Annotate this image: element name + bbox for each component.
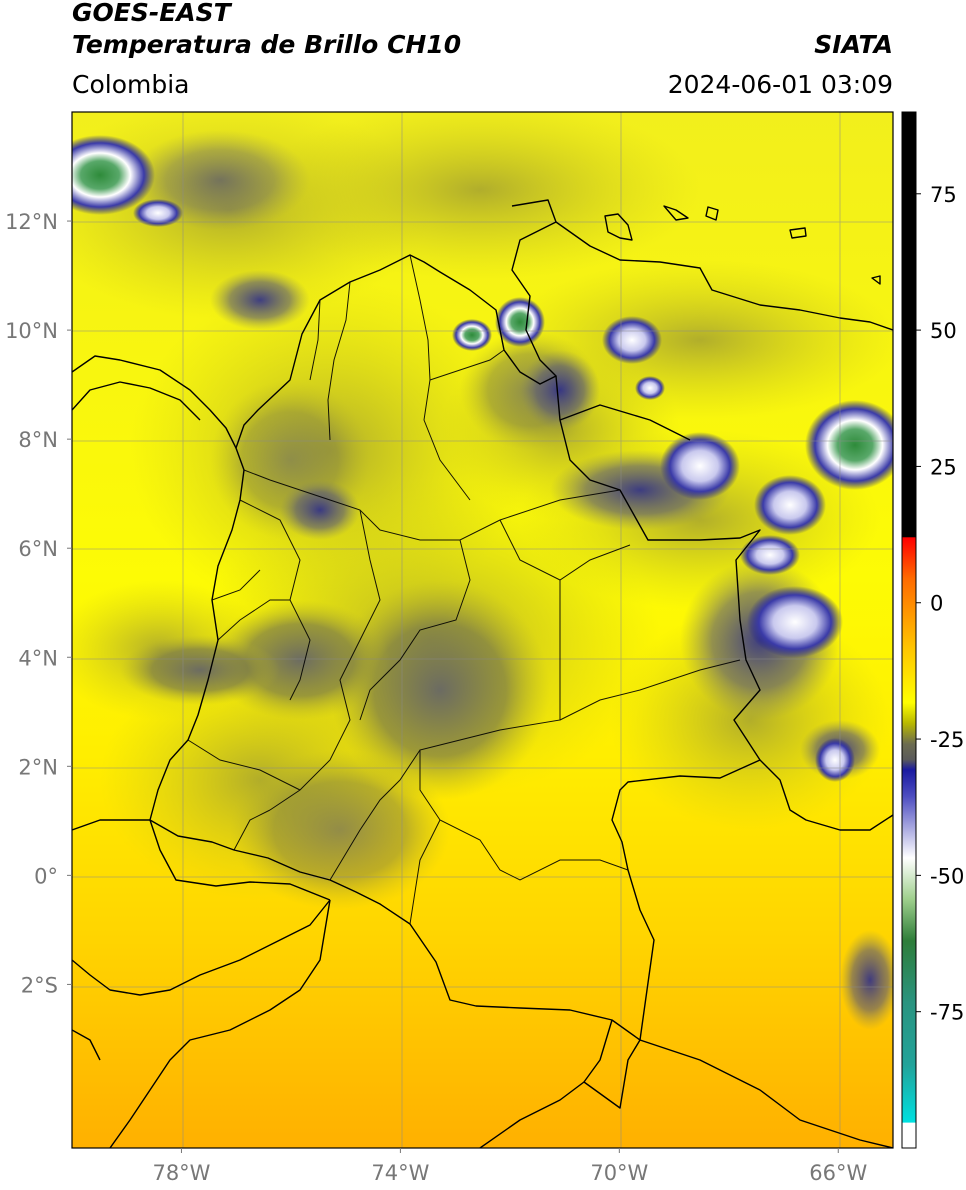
colorbar-frame xyxy=(901,111,917,1149)
colorbar-tick-label: -25 xyxy=(930,728,964,752)
lat-tick-label: 6°N xyxy=(18,537,58,561)
lon-tick-label: 78°W xyxy=(152,1161,210,1185)
datetime-label: 2024-06-01 03:09 xyxy=(667,70,893,99)
country-borders xyxy=(72,199,893,1148)
colorbar-tick-label: -50 xyxy=(930,864,964,888)
colorbar xyxy=(902,112,916,1148)
lat-tick-label: 0° xyxy=(34,864,58,888)
latitude-ticks: 12°N 10°N 8°N 6°N 4°N 2°N 0° 2°S xyxy=(5,210,72,997)
colorbar-tick-label: 25 xyxy=(930,455,957,479)
colorbar-tick-label: 75 xyxy=(930,183,957,207)
longitude-ticks: 78°W 74°W 70°W 66°W xyxy=(152,1148,867,1185)
map-frame xyxy=(71,111,894,1149)
lon-tick-label: 74°W xyxy=(371,1161,429,1185)
lat-tick-label: 4°N xyxy=(18,646,58,670)
lon-tick-label: 70°W xyxy=(590,1161,648,1185)
department-borders xyxy=(187,254,741,925)
colorbar-ticks: 75 50 25 0 -25 -50 -75 xyxy=(916,183,964,1025)
colorbar-tick-label: -75 xyxy=(930,1001,964,1025)
lon-tick-label: 66°W xyxy=(809,1161,867,1185)
product-title: Temperatura de Brillo CH10 xyxy=(72,30,462,59)
gridlines xyxy=(72,112,893,1148)
satellite-image xyxy=(72,112,893,1148)
lat-tick-label: 2°S xyxy=(21,973,58,997)
lat-tick-label: 12°N xyxy=(5,210,58,234)
region-label: Colombia xyxy=(72,70,190,99)
lat-tick-label: 2°N xyxy=(18,755,58,779)
colorbar-tick-label: 0 xyxy=(930,592,943,616)
lat-tick-label: 8°N xyxy=(18,428,58,452)
satellite-title: GOES-EAST xyxy=(72,0,231,27)
brand-label: SIATA xyxy=(814,30,893,59)
lat-tick-label: 10°N xyxy=(5,319,58,343)
colorbar-tick-label: 50 xyxy=(930,319,957,343)
